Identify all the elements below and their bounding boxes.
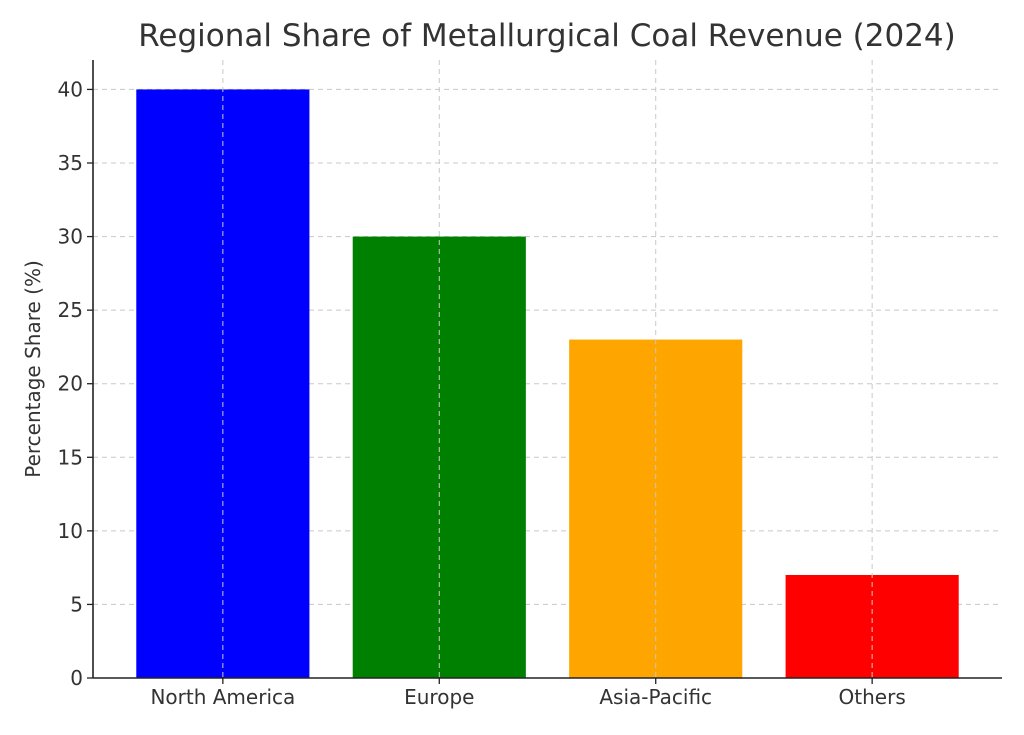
y-tick-label: 20 xyxy=(58,372,83,396)
x-tick-label: Europe xyxy=(404,685,474,709)
y-axis-label: Percentage Share (%) xyxy=(21,260,45,478)
grid-lines xyxy=(93,88,1002,605)
bar-others xyxy=(785,575,959,678)
y-tick-label: 10 xyxy=(58,519,83,543)
x-axis-ticks: North America Europe Asia-Pacific Others xyxy=(150,678,906,709)
y-tick-label: 5 xyxy=(70,592,83,616)
vertical-grid-lines xyxy=(222,60,873,678)
y-tick-label: 0 xyxy=(70,666,83,690)
y-axis-ticks: 0 5 10 15 20 25 30 35 40 xyxy=(58,77,93,690)
y-tick-label: 30 xyxy=(58,225,83,249)
y-tick-label: 35 xyxy=(58,151,83,175)
y-tick-label: 25 xyxy=(58,298,83,322)
y-tick-label: 15 xyxy=(58,445,83,469)
chart-title: Regional Share of Metallurgical Coal Rev… xyxy=(138,18,956,54)
x-tick-label: North America xyxy=(150,685,295,709)
x-tick-label: Others xyxy=(839,685,906,709)
y-tick-label: 40 xyxy=(58,77,83,101)
x-tick-label: Asia-Pacific xyxy=(599,685,712,709)
